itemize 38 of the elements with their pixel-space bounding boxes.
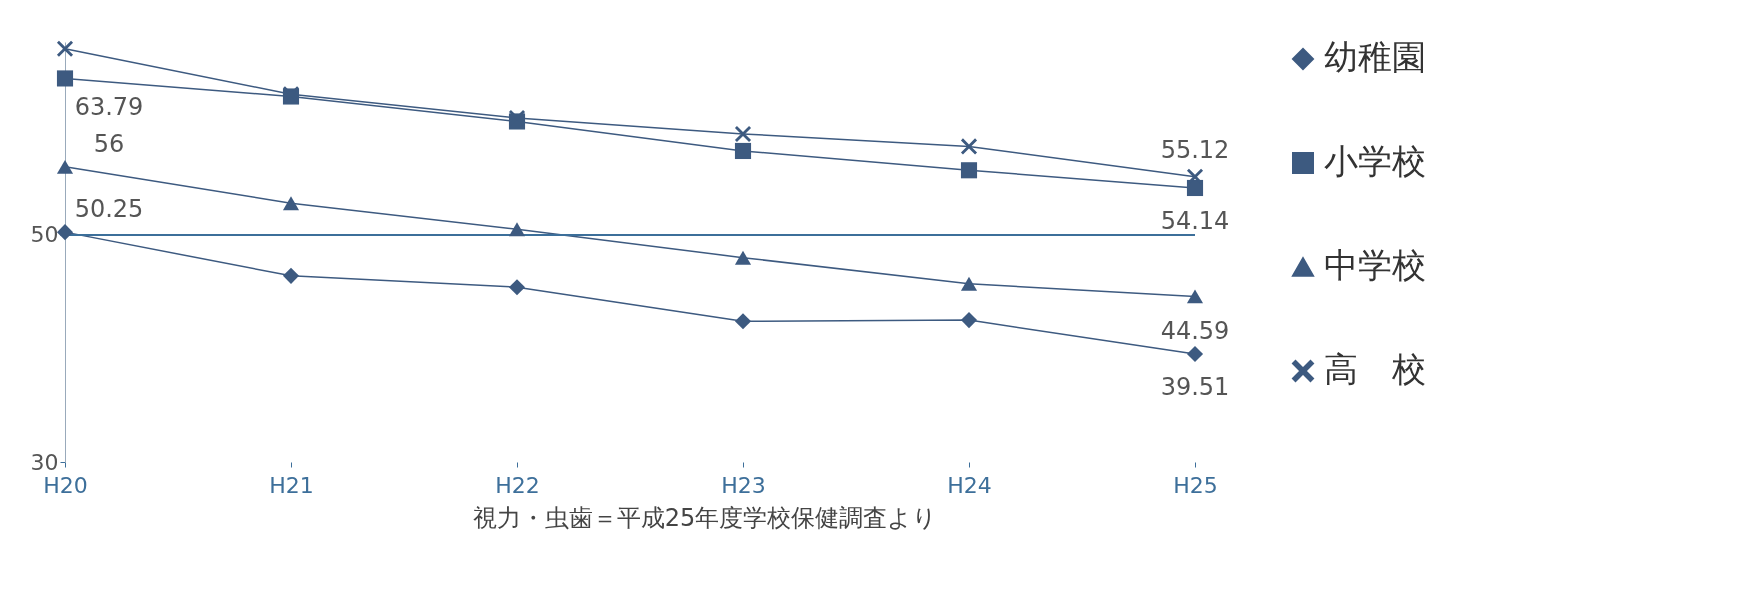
legend-label: 幼稚園	[1324, 37, 1426, 77]
y-tick-label: 50	[30, 222, 59, 248]
point	[56, 70, 74, 87]
point	[960, 276, 978, 291]
legend-label: 高 校	[1324, 349, 1426, 389]
point	[508, 222, 526, 237]
y-tick-label: 30	[30, 449, 59, 475]
data-label: 39.51	[1160, 373, 1230, 402]
x-tick-label: H23	[721, 472, 766, 498]
point	[734, 125, 752, 143]
point	[960, 138, 978, 155]
data-label: 63.79	[74, 93, 144, 122]
point	[282, 267, 300, 284]
point	[960, 162, 978, 179]
data-label: 50.25	[74, 195, 144, 224]
text: 視力・虫歯＝平成25年度学校保健調査より	[472, 504, 938, 532]
legend-label: 中学校	[1324, 245, 1426, 285]
x-tick-label: H22	[495, 472, 540, 498]
x-tick-label: H25	[1173, 472, 1218, 498]
point	[56, 224, 74, 241]
point	[1186, 289, 1204, 304]
point	[734, 250, 752, 265]
x-tick-label: H21	[269, 472, 314, 498]
point	[56, 159, 74, 174]
point	[1186, 345, 1204, 363]
point	[734, 142, 752, 160]
point	[960, 312, 978, 329]
data-label: 54.14	[1160, 206, 1230, 235]
legend-label: 小学校	[1324, 141, 1426, 181]
point	[508, 279, 526, 296]
point	[56, 40, 74, 57]
x-tick-label: H24	[947, 472, 992, 498]
data-label: 44.59	[1160, 317, 1230, 346]
data-label: 56	[93, 129, 125, 158]
point	[734, 313, 752, 330]
data-label: 55.12	[1160, 135, 1230, 164]
point	[282, 196, 300, 211]
x-tick-label: H20	[43, 472, 88, 498]
